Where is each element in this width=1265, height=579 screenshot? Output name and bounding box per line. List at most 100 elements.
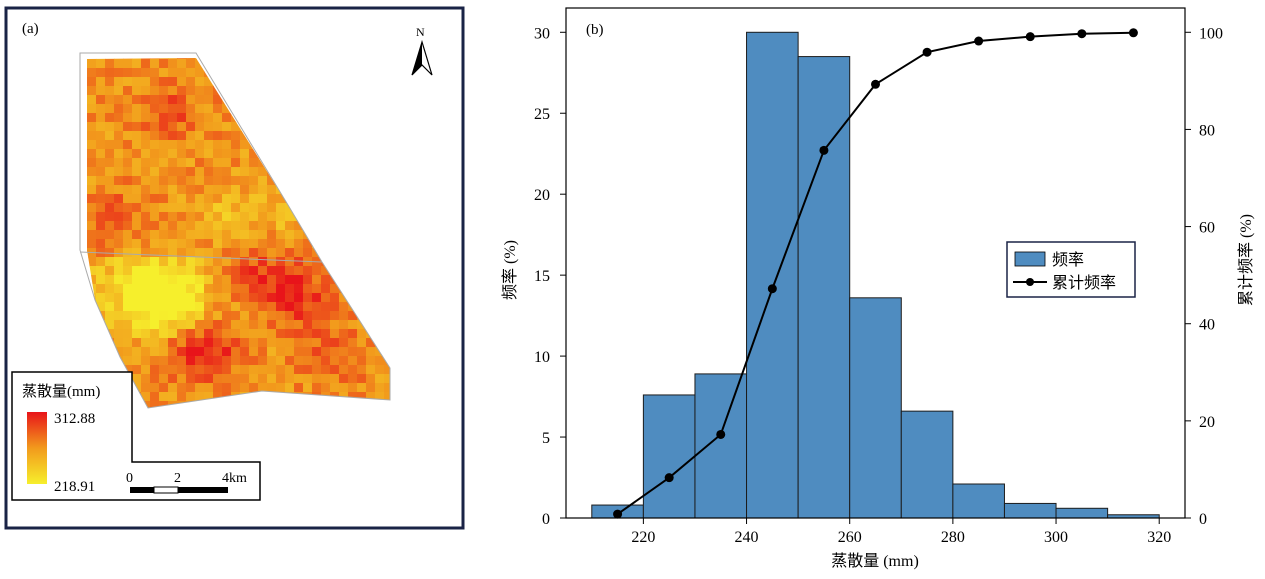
raster-cell	[150, 302, 160, 312]
raster-cell	[213, 383, 223, 393]
raster-cell	[357, 383, 367, 393]
raster-cell	[186, 113, 196, 123]
raster-cell	[114, 77, 124, 87]
raster-cell	[312, 365, 322, 375]
raster-cell	[339, 383, 349, 393]
raster-cell	[123, 302, 133, 312]
raster-cell	[222, 221, 232, 231]
legend-bar-swatch	[1014, 251, 1046, 267]
raster-cell	[159, 185, 169, 195]
raster-cell	[276, 221, 286, 231]
raster-cell	[231, 302, 241, 312]
raster-cell	[159, 113, 169, 123]
raster-cell	[87, 230, 97, 240]
raster-cell	[132, 58, 142, 60]
raster-cell	[186, 338, 196, 348]
raster-cell	[204, 383, 214, 393]
raster-cell	[231, 266, 241, 276]
raster-cell	[285, 248, 295, 258]
raster-cell	[132, 248, 142, 258]
raster-cell	[141, 113, 151, 123]
raster-cell	[204, 284, 214, 294]
raster-cell	[177, 95, 187, 105]
raster-cell	[195, 275, 205, 285]
raster-cell	[312, 284, 322, 294]
raster-cell	[258, 293, 268, 303]
raster-cell	[177, 275, 187, 285]
raster-cell	[177, 59, 187, 69]
raster-cell	[186, 140, 196, 150]
raster-cell	[141, 59, 151, 69]
raster-cell	[204, 158, 214, 168]
map-legend: 蒸散量(mm) 312.88 218.91	[11, 371, 261, 501]
raster-cell	[276, 203, 286, 213]
raster-cell	[294, 284, 304, 294]
raster-cell	[222, 248, 232, 258]
raster-cell	[249, 284, 259, 294]
raster-cell	[303, 293, 313, 303]
raster-cell	[96, 77, 106, 87]
y-right-tick-label: 0	[1199, 511, 1207, 528]
raster-cell	[303, 275, 313, 285]
raster-cell	[141, 392, 151, 402]
raster-cell	[348, 374, 358, 384]
raster-cell	[240, 149, 250, 159]
raster-cell	[195, 374, 205, 384]
raster-cell	[240, 257, 250, 267]
raster-cell	[222, 302, 232, 312]
raster-cell	[213, 347, 223, 357]
raster-cell	[204, 167, 214, 177]
x-tick-label: 320	[1147, 529, 1171, 546]
raster-cell	[96, 185, 106, 195]
raster-cell	[267, 356, 277, 366]
raster-cell	[141, 212, 151, 222]
raster-cell	[321, 293, 331, 303]
raster-cell	[330, 302, 340, 312]
raster-cell	[294, 320, 304, 330]
raster-cell	[222, 167, 232, 177]
raster-cell	[159, 329, 169, 339]
raster-cell	[222, 311, 232, 321]
raster-cell	[87, 122, 97, 132]
raster-cell	[204, 275, 214, 285]
raster-cell	[114, 212, 124, 222]
raster-cell	[195, 248, 205, 258]
raster-cell	[105, 131, 115, 141]
raster-cell	[195, 149, 205, 159]
raster-cell	[159, 122, 169, 132]
raster-cell	[168, 230, 178, 240]
raster-cell	[186, 176, 196, 186]
raster-cell	[159, 59, 169, 69]
raster-cell	[312, 374, 322, 384]
raster-cell	[114, 158, 124, 168]
raster-cell	[168, 77, 178, 87]
raster-cell	[186, 293, 196, 303]
raster-cell	[195, 338, 205, 348]
raster-cell	[186, 59, 196, 69]
scale-bar-seg1	[130, 487, 154, 493]
raster-cell	[150, 140, 160, 150]
raster-cell	[150, 58, 160, 60]
raster-cell	[240, 374, 250, 384]
raster-cell	[240, 140, 250, 150]
raster-cell	[195, 86, 205, 96]
frequency-bar	[1003, 502, 1057, 519]
raster-cell	[114, 203, 124, 213]
raster-cell	[285, 329, 295, 339]
raster-cell	[150, 176, 160, 186]
raster-cell	[267, 302, 277, 312]
raster-cell	[258, 374, 268, 384]
raster-cell	[186, 320, 196, 330]
y-left-tick-label: 15	[534, 268, 550, 285]
raster-cell	[123, 185, 133, 195]
legend-cumulative-label: 累计频率	[1052, 274, 1116, 292]
raster-cell	[249, 203, 259, 213]
raster-cell	[213, 356, 223, 366]
raster-cell	[141, 329, 151, 339]
raster-cell	[159, 347, 169, 357]
raster-cell	[231, 158, 241, 168]
raster-cell	[141, 257, 151, 267]
raster-cell	[186, 158, 196, 168]
raster-cell	[186, 302, 196, 312]
raster-cell	[168, 122, 178, 132]
